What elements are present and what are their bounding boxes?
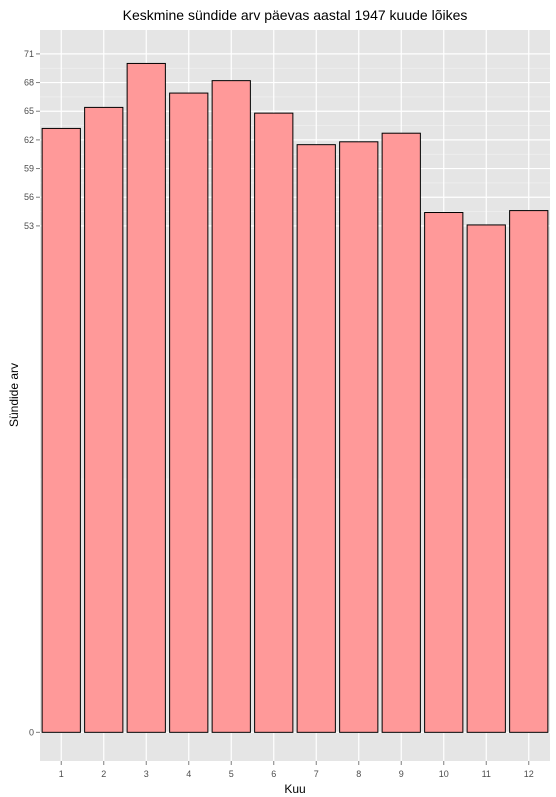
y-tick-label: 65 [24,106,34,116]
y-tick-label: 53 [24,221,34,231]
x-tick-label: 12 [524,769,534,779]
x-tick-label: 11 [482,769,491,779]
bar-month-4 [170,93,208,732]
bar-month-5 [212,81,250,733]
chart-title: Keskmine sündide arv päevas aastal 1947 … [123,7,468,23]
bar-month-9 [382,133,420,732]
bar-month-10 [425,213,463,733]
x-tick-label: 8 [356,769,361,779]
y-tick-label: 62 [24,135,34,145]
x-tick-label: 5 [229,769,234,779]
bar-month-1 [42,128,80,732]
x-axis-title: Kuu [284,782,305,796]
y-tick-label: 71 [24,49,34,59]
bar-month-2 [85,107,123,732]
bar-month-12 [510,211,548,733]
y-tick-label: 56 [24,192,34,202]
bar-month-7 [297,145,335,733]
x-tick-label: 2 [101,769,106,779]
bar-month-3 [127,63,165,732]
x-tick-label: 3 [144,769,149,779]
x-tick-label: 7 [314,769,319,779]
x-tick-label: 10 [439,769,449,779]
bar-month-6 [255,113,293,732]
bar-month-11 [467,225,505,732]
y-tick-label: 0 [29,727,34,737]
x-tick-label: 1 [59,769,64,779]
x-tick-label: 9 [399,769,404,779]
x-tick-label: 4 [186,769,191,779]
y-tick-label: 59 [24,164,34,174]
x-tick-label: 6 [271,769,276,779]
bar-month-8 [340,142,378,733]
y-axis-title: Sündide arv [7,363,21,427]
y-tick-label: 68 [24,78,34,88]
